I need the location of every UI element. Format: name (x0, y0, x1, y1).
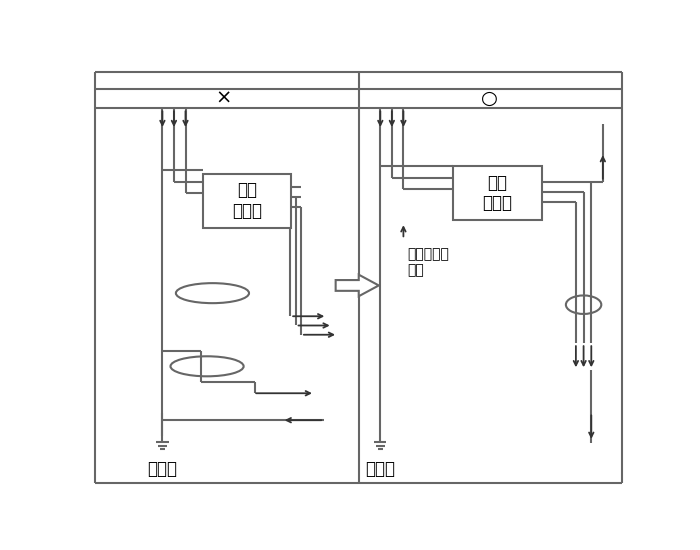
Text: ○: ○ (481, 89, 498, 108)
Polygon shape (336, 274, 379, 296)
FancyBboxPatch shape (203, 174, 291, 228)
Text: 干扰
滤波器: 干扰 滤波器 (232, 182, 262, 220)
Text: 接地板: 接地板 (365, 460, 396, 478)
FancyBboxPatch shape (453, 166, 542, 220)
Text: 干扰
滤波器: 干扰 滤波器 (482, 174, 512, 212)
Text: 可与输入线
靠近: 可与输入线 靠近 (407, 247, 449, 277)
Text: 接地板: 接地板 (148, 460, 177, 478)
Text: ×: × (216, 89, 232, 108)
